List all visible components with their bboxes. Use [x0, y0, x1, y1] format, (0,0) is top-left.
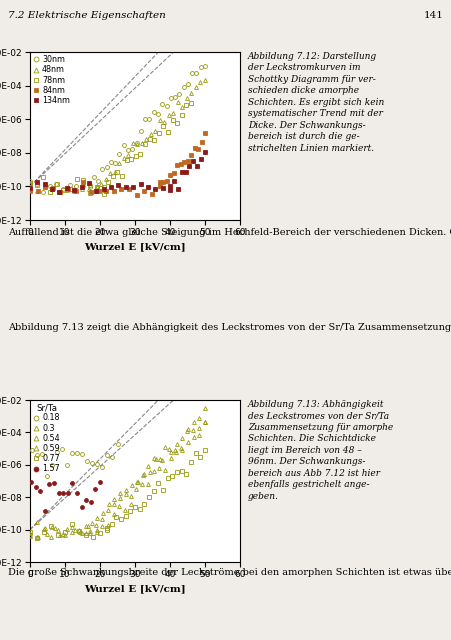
Text: 7.2 Elektrische Eigenschaften: 7.2 Elektrische Eigenschaften [8, 11, 166, 20]
X-axis label: Wurzel E [kV/cm]: Wurzel E [kV/cm] [84, 584, 185, 593]
X-axis label: Wurzel E [kV/cm]: Wurzel E [kV/cm] [84, 242, 185, 251]
Text: Abbildung 7.12: Darstellung
der Leckstromkurven im
Schottky Diagramm für ver-
sc: Abbildung 7.12: Darstellung der Leckstro… [248, 52, 383, 152]
Text: Auffallend ist die etwa gleiche Steigung im Hochfeld-Bereich der verschiedenen D: Auffallend ist die etwa gleiche Steigung… [8, 228, 451, 237]
Text: 141: 141 [423, 11, 443, 20]
Legend: 30nm, 48nm, 78nm, 84nm, 134nm: 30nm, 48nm, 78nm, 84nm, 134nm [32, 54, 71, 106]
Legend: 0.18, 0.3, 0.54, 0.59, 0.77, 1.57: 0.18, 0.3, 0.54, 0.59, 0.77, 1.57 [32, 403, 60, 474]
Text: Abbildung 7.13 zeigt die Abhängigkeit des Leckstromes von der Sr/Ta Zusammensetz: Abbildung 7.13 zeigt die Abhängigkeit de… [8, 323, 451, 332]
Text: Die große Schwankungsbreite der Leckströme bei den amorphen Schichten ist etwas : Die große Schwankungsbreite der Leckströ… [8, 568, 451, 577]
Text: Abbildung 7.13: Abhängigkeit
des Leckstromes von der Sr/Ta
Zusammensetzung für a: Abbildung 7.13: Abhängigkeit des Leckstr… [248, 400, 392, 500]
